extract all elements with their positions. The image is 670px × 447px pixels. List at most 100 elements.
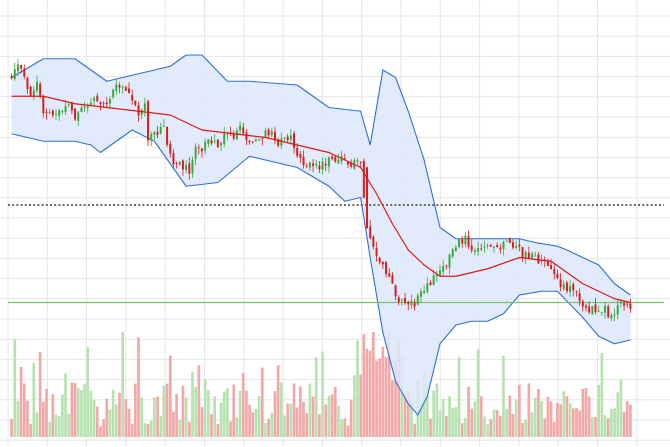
volume-bar xyxy=(587,396,591,437)
candle-body xyxy=(331,156,334,159)
bollinger-bands xyxy=(11,54,631,416)
volume-bar xyxy=(330,394,334,437)
volume-bar xyxy=(318,414,321,437)
candle-body xyxy=(235,130,238,140)
volume-bar xyxy=(19,366,23,437)
volume-bar xyxy=(432,390,435,437)
candle-body xyxy=(305,165,308,167)
volume-bar xyxy=(470,408,474,437)
candle-body xyxy=(213,140,216,142)
candle-body xyxy=(410,300,413,306)
volume-bar xyxy=(200,407,204,437)
volume-bar xyxy=(410,401,413,437)
candle-body xyxy=(572,284,575,291)
volume-bar xyxy=(581,388,585,437)
volume-bar xyxy=(527,383,531,437)
candle-body xyxy=(194,146,197,159)
volume-bar xyxy=(540,400,543,437)
candle-body xyxy=(613,314,616,316)
candle-body xyxy=(429,282,432,286)
candle-body xyxy=(531,253,534,258)
volume-bar xyxy=(619,379,623,437)
candle-body xyxy=(204,141,207,151)
volume-bar xyxy=(105,398,109,437)
candle-body xyxy=(423,291,426,293)
volume-bar xyxy=(121,332,124,437)
candle-body xyxy=(96,95,99,102)
candle-body xyxy=(324,163,327,166)
volume-bar xyxy=(321,351,324,437)
volume-bar xyxy=(625,401,629,437)
volume-bar xyxy=(502,355,505,437)
candle-body xyxy=(13,69,16,80)
candle-body xyxy=(483,246,486,248)
candle-body xyxy=(388,273,391,277)
volume-bar xyxy=(391,380,394,437)
volume-bar xyxy=(245,390,248,437)
volume-bar xyxy=(464,417,467,437)
volume-bar xyxy=(51,394,55,437)
candle-body xyxy=(562,284,565,290)
candle-body xyxy=(86,106,89,109)
volume-bar xyxy=(476,349,480,437)
candle-body xyxy=(147,101,150,141)
volume-bar xyxy=(479,396,483,437)
volume-bar xyxy=(270,412,274,437)
candle-body xyxy=(515,246,518,249)
candle-body xyxy=(245,132,248,140)
candle-body xyxy=(591,306,594,315)
candle-body xyxy=(296,148,299,157)
candle-body xyxy=(226,134,229,136)
candle-body xyxy=(302,156,305,166)
volume-bar xyxy=(283,415,286,437)
candle-body xyxy=(556,273,559,279)
volume-bar xyxy=(343,418,347,437)
candle-body xyxy=(470,245,473,251)
candle-body xyxy=(381,262,384,265)
volume-bar xyxy=(127,408,131,437)
candle-body xyxy=(74,108,77,120)
candle-body xyxy=(604,305,607,313)
volume-bar xyxy=(387,332,391,437)
volume-bar xyxy=(222,391,226,437)
candle-body xyxy=(89,102,92,106)
candle-body xyxy=(458,238,461,247)
volume-bar xyxy=(629,404,632,437)
volume-bar xyxy=(460,423,464,437)
volume-bar xyxy=(13,339,17,437)
volume-bar xyxy=(505,409,508,437)
volume-bar xyxy=(378,358,382,437)
volume-bar xyxy=(29,424,32,437)
volume-bar xyxy=(184,397,188,437)
candle-body xyxy=(239,125,242,131)
volume-bar xyxy=(26,400,29,437)
volume-bar xyxy=(546,396,550,437)
candle-body xyxy=(585,305,587,308)
volume-bar xyxy=(346,425,350,437)
candle-body xyxy=(565,282,568,292)
volume-bar xyxy=(600,353,604,437)
volume-bar xyxy=(238,390,242,437)
volume-bar xyxy=(134,383,137,437)
volume-bar xyxy=(276,365,280,437)
volume-bar xyxy=(603,415,607,437)
candle-body xyxy=(58,110,61,116)
volume-bar xyxy=(511,413,515,437)
candle-body xyxy=(578,293,581,302)
volume-bar xyxy=(429,418,432,437)
candle-body xyxy=(80,107,83,112)
volume-bar xyxy=(248,404,251,437)
candle-body xyxy=(77,112,80,121)
candle-body xyxy=(112,89,115,98)
candle-body xyxy=(502,241,505,250)
candle-body xyxy=(188,163,191,174)
volume-bar xyxy=(241,372,245,437)
volume-bar xyxy=(149,420,153,437)
volume-bar xyxy=(578,410,581,437)
candle-body xyxy=(350,162,353,167)
volume-bar xyxy=(613,408,616,437)
candle-body xyxy=(156,131,159,135)
volume-bar xyxy=(178,419,182,437)
candle-body xyxy=(369,226,372,238)
volume-bar xyxy=(86,347,90,437)
